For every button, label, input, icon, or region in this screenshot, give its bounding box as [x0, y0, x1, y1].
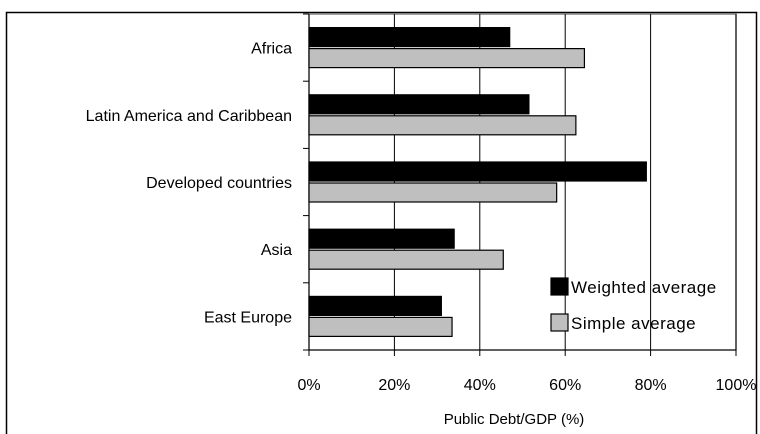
category-label-3: Asia	[261, 242, 292, 259]
x-tick-label-3: 60%	[549, 377, 581, 394]
bar-simple-3	[309, 250, 503, 269]
chart-border	[7, 13, 757, 434]
bar-simple-2	[309, 183, 557, 202]
bar-weighted-2	[309, 162, 646, 181]
legend-label-simple: Simple average	[571, 314, 696, 333]
legend-swatch-weighted	[551, 278, 568, 295]
bar-weighted-0	[309, 28, 510, 47]
x-tick-label-2: 40%	[464, 377, 496, 394]
category-labels: Africa Latin America and Caribbean Develop…	[86, 41, 292, 327]
x-tick-label-0: 0%	[297, 377, 320, 394]
x-axis-title: Public Debt/GDP (%)	[444, 411, 585, 428]
bar-simple-1	[309, 116, 576, 135]
x-tick-label-1: 20%	[378, 377, 410, 394]
category-label-4: East Europe	[204, 309, 292, 326]
x-ticks	[309, 350, 736, 356]
category-label-1: Latin America and Caribbean	[86, 108, 292, 125]
bar-simple-4	[309, 317, 452, 336]
bar-weighted-3	[309, 229, 454, 248]
legend-swatch-simple	[551, 314, 568, 331]
y-ticks	[303, 14, 309, 350]
bar-weighted-4	[309, 296, 441, 315]
x-tick-label-5: 100%	[716, 377, 757, 394]
category-label-2: Developed countries	[146, 175, 292, 192]
legend: Weighted average Simple average	[551, 278, 717, 333]
bar-simple-0	[309, 49, 584, 68]
category-label-0: Africa	[251, 41, 292, 58]
legend-label-weighted: Weighted average	[571, 278, 717, 297]
x-tick-label-4: 80%	[635, 377, 667, 394]
x-tick-labels: 0% 20% 40% 60% 80% 100%	[297, 377, 756, 394]
bar-weighted-1	[309, 95, 529, 114]
